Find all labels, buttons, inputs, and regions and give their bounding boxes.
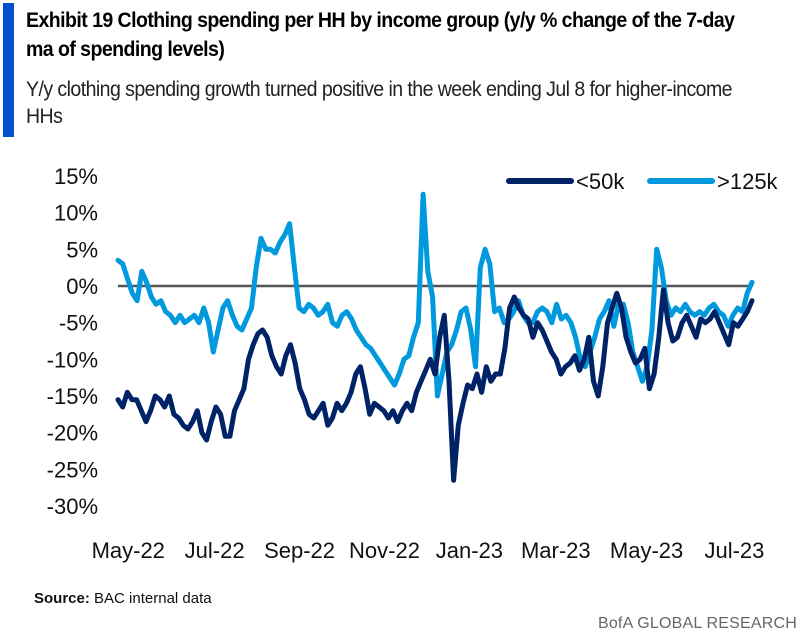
x-tick-label: Nov-22 [349,538,420,563]
x-tick-label: May-22 [92,538,165,563]
source-note: Source: BAC internal data [34,590,212,607]
chart-subtitle: Y/y clothing spending growth turned posi… [26,78,733,128]
x-axis: May-22 Jul-22 Sep-22 Nov-22 Jan-23 Mar-23 May-… [92,538,765,563]
y-tick-label: 15% [54,164,98,189]
source-label: Source: [34,590,90,607]
x-tick-label: Jul-23 [704,538,764,563]
legend-label: >125k [717,169,779,194]
y-tick-label: -15% [47,384,98,409]
chart-title: Exhibit 19 Clothing spending per HH by i… [26,9,735,61]
legend-label: <50k [576,169,625,194]
series-layer [115,191,755,483]
y-tick-label: -25% [47,457,98,482]
y-tick-label: 5% [66,237,98,262]
legend: <50k >125k [506,169,779,194]
y-axis: 15% 10% 5% 0% -5% -10% -15% -20% -25% -30% [47,164,98,519]
accent-bar [3,3,14,137]
y-tick-label: 0% [66,274,98,299]
y-tick-label: -30% [47,494,98,519]
x-tick-label: May-23 [610,538,683,563]
x-tick-label: Sep-22 [264,538,335,563]
y-tick-label: -20% [47,421,98,446]
y-tick-label: 10% [54,201,98,226]
x-tick-label: Mar-23 [521,538,591,563]
x-tick-label: Jul-22 [185,538,245,563]
x-tick-label: Jan-23 [436,538,503,563]
y-tick-label: -10% [47,347,98,372]
y-tick-label: -5% [59,311,98,336]
line-chart: 15% 10% 5% 0% -5% -10% -15% -20% -25% -30% May-22… [47,164,779,563]
brand-label: BofA GLOBAL RESEARCH [597,615,797,632]
source-text: BAC internal data [94,590,212,607]
series-line-under-50k [115,287,755,483]
